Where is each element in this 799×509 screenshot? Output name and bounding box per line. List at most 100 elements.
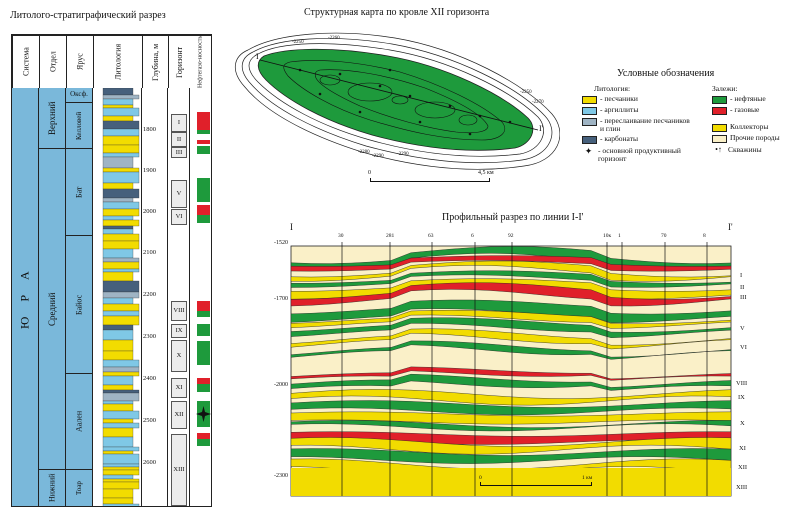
depth-tick: 2200 bbox=[143, 291, 156, 298]
contour-label: -2290 bbox=[397, 152, 409, 157]
stratigraphic-column: Система Отдел Ярус Литология Глубина, м … bbox=[11, 34, 212, 507]
mixed-swatch bbox=[582, 118, 597, 126]
map-line-start: I bbox=[256, 52, 259, 61]
profile-scale-end: 1 км bbox=[582, 475, 593, 481]
stage-callovian: Келловей bbox=[66, 103, 93, 149]
well-label: 92 bbox=[508, 233, 514, 239]
collectors-swatch bbox=[712, 124, 727, 132]
stage-bajocian: Байос bbox=[66, 236, 93, 374]
profile-horizon: VIII bbox=[736, 380, 748, 387]
well-label: 281 bbox=[386, 233, 395, 239]
carbonate-swatch bbox=[582, 136, 597, 144]
depth-tick: 1900 bbox=[143, 167, 156, 174]
stage-toarcian-label: Тоар bbox=[75, 481, 83, 495]
well-label: 10к bbox=[603, 233, 612, 239]
other-rocks-swatch bbox=[712, 135, 727, 143]
legend-item-wells: •↑ Скважины bbox=[712, 146, 797, 154]
profile-horizon: V bbox=[740, 325, 745, 332]
header-division: Отдел bbox=[39, 35, 66, 88]
profile-depth-tick: -2300 bbox=[274, 473, 288, 479]
horizon-box: XII bbox=[171, 401, 187, 429]
legend-item-collectors: Коллекторы bbox=[712, 123, 797, 132]
stage-bathonian-label: Бат bbox=[74, 186, 84, 198]
gas-swatch bbox=[712, 107, 727, 115]
legend-item-clay: - аргиллиты bbox=[582, 106, 697, 115]
profile-title: Профильный разрез по линии I-I' bbox=[442, 212, 584, 223]
header-horizon: Горизонт bbox=[168, 35, 190, 88]
profile-horizon: X bbox=[740, 420, 745, 427]
legend-deposits-title: Залежи: bbox=[712, 84, 738, 93]
profile-horizon: VI bbox=[740, 344, 747, 351]
map-title: Структурная карта по кровле XII горизонт… bbox=[304, 7, 490, 18]
map-scale-end: 4,5 км bbox=[478, 170, 494, 176]
horizon-box: X bbox=[171, 340, 187, 372]
oil-swatch bbox=[712, 96, 727, 104]
horizon-box: XI bbox=[171, 378, 187, 398]
clay-swatch bbox=[582, 107, 597, 115]
stage-aalenian: Аален bbox=[66, 374, 93, 470]
profile-scale-bar bbox=[480, 482, 592, 486]
well-icon: •↑ bbox=[715, 145, 722, 154]
contour-label: -2280 bbox=[358, 150, 370, 155]
division-upper: Верхний bbox=[39, 88, 66, 149]
contour-label: -2290 bbox=[372, 154, 384, 159]
oil-gas-column bbox=[196, 112, 211, 446]
division-lower: Нижний bbox=[39, 470, 66, 506]
profile-scale-start: 0 bbox=[479, 475, 482, 481]
profile-horizon: XIII bbox=[736, 484, 748, 491]
profile-depth-tick: -1520 bbox=[274, 240, 288, 246]
legend-lithology-title: Литология: bbox=[594, 84, 631, 93]
profile-horizon: II bbox=[740, 284, 745, 291]
system-cell: Ю Р А bbox=[12, 88, 39, 506]
well-label: 63 bbox=[428, 233, 434, 239]
profile-horizon: XII bbox=[738, 464, 748, 471]
depth-tick: 1800 bbox=[143, 126, 156, 133]
horizon-box: VIII bbox=[171, 301, 187, 321]
depth-tick: 2000 bbox=[143, 208, 156, 215]
profile-depth-tick: -2000 bbox=[274, 382, 288, 388]
depth-tick: 2600 bbox=[143, 459, 156, 466]
contour-label: -2250 bbox=[292, 40, 304, 45]
system-label: Ю Р А bbox=[17, 265, 32, 329]
legend-item-main-horizon: ✦ - основной продуктивный горизонт bbox=[582, 147, 697, 163]
legend-lithology: Литология: - песчаники - аргиллиты - пер… bbox=[582, 84, 697, 165]
division-upper-label: Верхний bbox=[47, 101, 57, 135]
depth-column: 1800 1900 2000 2100 2200 2300 2400 2500 … bbox=[142, 88, 168, 506]
legend-item-mixed: - переслаивание песчаников и глин bbox=[582, 117, 697, 133]
legend-item-sand: - песчаники bbox=[582, 95, 697, 104]
header-system: Система bbox=[12, 35, 39, 88]
profile-right-label: I' bbox=[728, 222, 733, 232]
well-label: 6 bbox=[471, 233, 474, 239]
map-scale-bar bbox=[370, 178, 490, 182]
header-stage: Ярус bbox=[66, 35, 93, 88]
depth-tick: 2300 bbox=[143, 333, 156, 340]
header-depth: Глубина, м bbox=[142, 35, 168, 88]
header-lithology: Литология bbox=[93, 35, 142, 88]
contour-label: -2260 bbox=[328, 36, 340, 41]
well-label: 70 bbox=[661, 233, 667, 239]
sand-swatch bbox=[582, 96, 597, 104]
profile-depth-tick: -1700 bbox=[274, 296, 288, 302]
profile-left-label: I bbox=[290, 222, 293, 232]
legend-item-gas: - газовые bbox=[712, 106, 797, 115]
legend-item-other: Прочие породы bbox=[712, 134, 797, 143]
well-label: 1 bbox=[618, 233, 621, 239]
star-icon: ✦ bbox=[584, 146, 593, 156]
map-line-end: I' bbox=[539, 124, 544, 133]
stage-oxford-label: Оксф. bbox=[70, 90, 88, 98]
horizon-box: IX bbox=[171, 324, 187, 338]
stage-bajocian-label: Байос bbox=[74, 294, 84, 315]
horizon-box: XIII bbox=[171, 434, 187, 506]
division-middle: Средний bbox=[39, 149, 66, 470]
column-title: Литолого-стратиграфический разрез bbox=[10, 10, 166, 21]
stage-oxford: Оксф. bbox=[66, 88, 93, 103]
map-scale-start: 0 bbox=[368, 170, 371, 176]
horizon-column: I II III V VI VIII IX X XI XII XIII bbox=[168, 88, 190, 506]
horizon-box: II bbox=[171, 132, 187, 147]
depth-tick: 2400 bbox=[143, 375, 156, 382]
stage-bathonian: Бат bbox=[66, 149, 93, 236]
stage-callovian-label: Келловей bbox=[75, 111, 83, 140]
stage-toarcian: Тоар bbox=[66, 470, 93, 506]
horizon-box: VI bbox=[171, 209, 187, 225]
main-horizon-star-icon bbox=[196, 406, 211, 422]
